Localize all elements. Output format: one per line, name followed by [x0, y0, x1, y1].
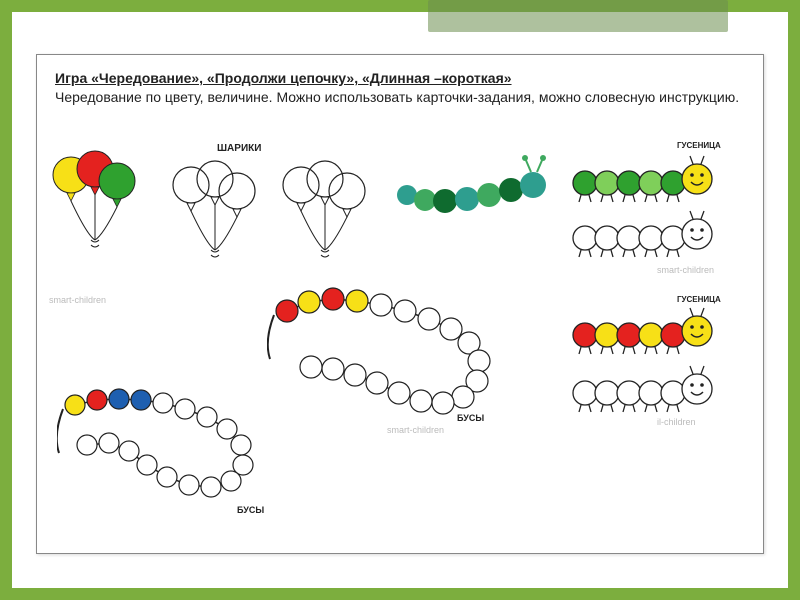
caterpillar-label-1: ГУСЕНИЦА — [677, 141, 721, 150]
caterpillar-label-2: ГУСЕНИЦА — [677, 295, 721, 304]
content-card: Игра «Чередование», «Продолжи цепочку», … — [36, 54, 764, 554]
title-games: Игра «Чередование», «Продолжи цепочку», … — [55, 70, 512, 86]
slide-frame: Игра «Чередование», «Продолжи цепочку», … — [0, 0, 800, 600]
color-caterpillar — [567, 305, 727, 360]
top-caterpillar — [387, 145, 557, 225]
watermark-left: smart-children — [49, 295, 106, 305]
beads-label-2: БУСЫ — [237, 505, 264, 515]
watermark-3: smart-children — [387, 425, 444, 435]
balloons-colored — [47, 145, 147, 255]
balloons-label: ШАРИКИ — [217, 143, 261, 154]
header-tab — [428, 0, 728, 32]
beads-label-1: БУСЫ — [457, 413, 484, 423]
empty-caterpillar-2 — [567, 365, 727, 420]
title-block: Игра «Чередование», «Продолжи цепочку», … — [55, 69, 745, 107]
beads-top — [267, 285, 497, 420]
green-caterpillar — [567, 151, 727, 206]
watermark-4: il-children — [657, 417, 696, 427]
balloons-empty-1 — [167, 155, 267, 265]
empty-caterpillar-1 — [567, 210, 727, 265]
subtitle: Чередование по цвету, величине. Можно ис… — [55, 89, 739, 105]
balloons-empty-2 — [277, 155, 377, 265]
beads-bottom — [57, 385, 267, 505]
watermark-1: smart-children — [657, 265, 714, 275]
